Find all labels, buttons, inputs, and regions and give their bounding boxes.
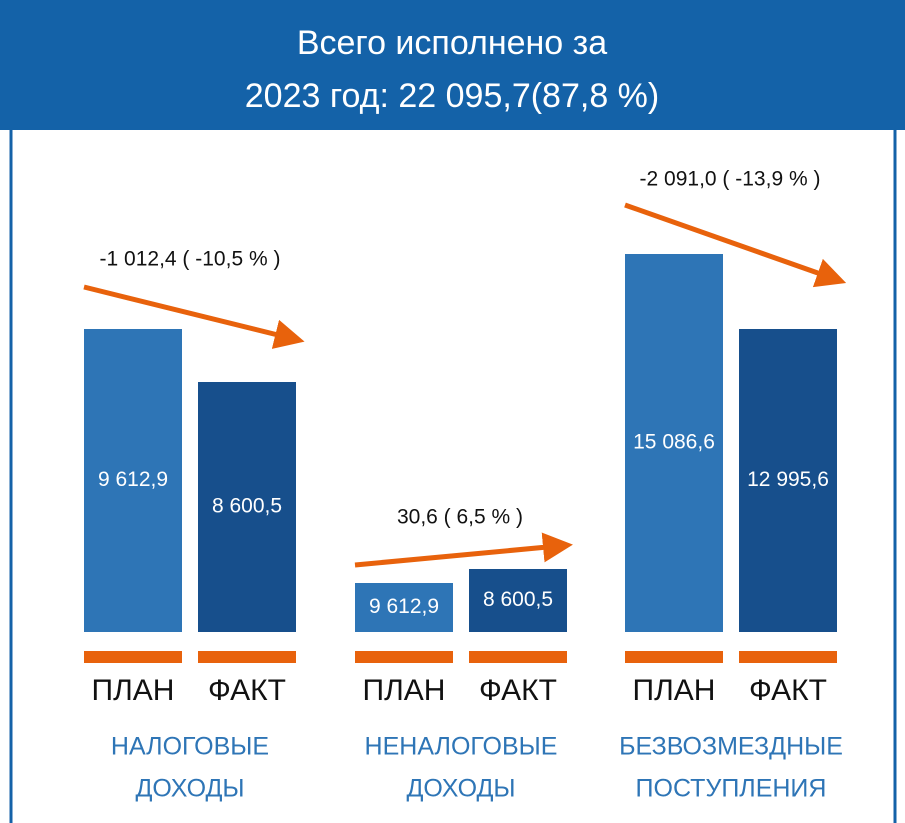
change-arrow xyxy=(624,202,847,288)
plan-bar xyxy=(84,329,182,632)
plan-underline xyxy=(84,651,182,663)
plan-label: ПЛАН xyxy=(633,674,716,707)
fact-underline xyxy=(198,651,296,663)
category-label: ПОСТУПЛЕНИЯ xyxy=(636,775,827,803)
plan-label: ПЛАН xyxy=(92,674,175,707)
category-label: НАЛОГОВЫЕ xyxy=(111,733,269,761)
fact-bar xyxy=(198,382,296,632)
fact-underline xyxy=(469,651,567,663)
title-line: 2023 год: 22 095,7(87,8 %) xyxy=(245,77,659,115)
groups: 9 612,9 8 600,5 ПЛАН ФАКТ -1 012,4 ( -10,5 %… xyxy=(83,168,847,803)
fact-label: ФАКТ xyxy=(479,674,557,707)
category-label: ДОХОДЫ xyxy=(135,775,244,803)
fact-bar xyxy=(739,329,837,632)
title-line: Всего исполнено за xyxy=(297,24,607,62)
plan-label: ПЛАН xyxy=(363,674,446,707)
plan-bar xyxy=(625,254,723,632)
fact-value: 12 995,6 xyxy=(747,468,829,491)
category-label: НЕНАЛОГОВЫЕ xyxy=(365,733,558,761)
plan-value: 9 612,9 xyxy=(369,595,439,618)
fact-label: ФАКТ xyxy=(749,674,827,707)
category-label: БЕЗВОЗМЕЗДНЫЕ xyxy=(619,733,843,761)
fact-value: 8 600,5 xyxy=(483,588,553,611)
plan-value: 15 086,6 xyxy=(633,431,715,454)
change-arrow xyxy=(354,532,573,568)
plan-value: 9 612,9 xyxy=(98,468,168,491)
header-band xyxy=(0,0,905,130)
fact-value: 8 600,5 xyxy=(212,495,282,518)
change-label: -2 091,0 ( -13,9 % ) xyxy=(640,168,821,191)
change-arrow xyxy=(83,284,305,349)
plan-underline xyxy=(625,651,723,663)
plan-bar xyxy=(355,583,453,632)
fact-bar xyxy=(469,569,567,632)
fact-label: ФАКТ xyxy=(208,674,286,707)
fact-underline xyxy=(739,651,837,663)
plan-underline xyxy=(355,651,453,663)
change-label: -1 012,4 ( -10,5 % ) xyxy=(100,248,281,271)
change-label: 30,6 ( 6,5 % ) xyxy=(397,506,523,529)
category-label: ДОХОДЫ xyxy=(406,775,515,803)
